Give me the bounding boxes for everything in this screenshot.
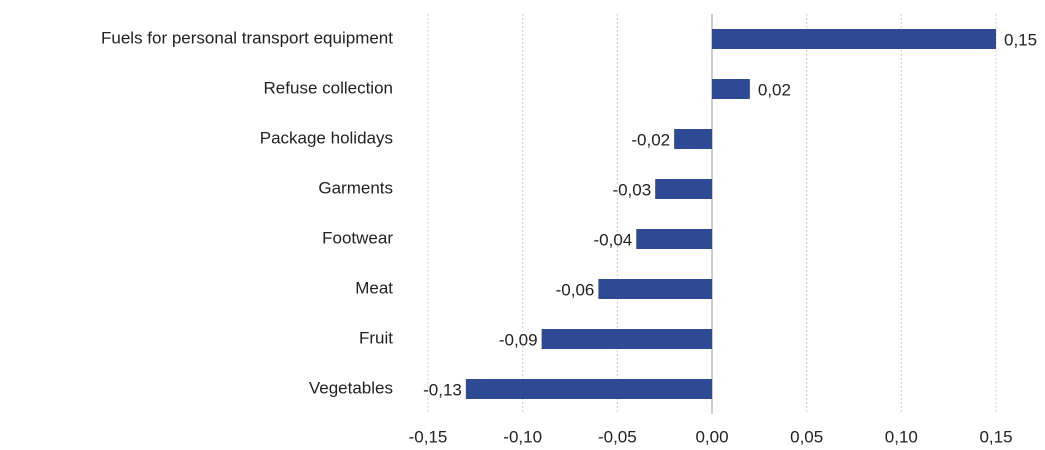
y-tick-label: Refuse collection	[264, 78, 393, 97]
y-tick-label: Package holidays	[260, 128, 393, 147]
y-tick-label: Meat	[355, 278, 393, 297]
value-label: 0,15	[1004, 30, 1037, 49]
value-label: -0,03	[612, 180, 651, 199]
value-label: -0,02	[631, 130, 670, 149]
y-tick-label: Garments	[318, 178, 393, 197]
bar	[674, 129, 712, 149]
y-tick-label: Footwear	[322, 228, 393, 247]
value-label: -0,13	[423, 380, 462, 399]
bar	[465, 379, 712, 399]
bar	[598, 279, 712, 299]
bar	[541, 329, 712, 349]
value-label: -0,04	[594, 230, 633, 249]
bar	[655, 179, 712, 199]
bar	[636, 229, 712, 249]
bar	[712, 79, 750, 99]
x-tick-label: -0,15	[409, 427, 448, 446]
bar	[712, 29, 996, 49]
x-tick-label: 0,15	[979, 427, 1012, 446]
x-tick-label: -0,05	[598, 427, 637, 446]
value-label: -0,06	[556, 280, 595, 299]
x-tick-label: 0,10	[885, 427, 918, 446]
x-tick-label: -0,10	[503, 427, 542, 446]
y-tick-label: Fuels for personal transport equipment	[101, 28, 393, 47]
y-tick-label: Fruit	[359, 328, 393, 347]
value-label: 0,02	[758, 80, 791, 99]
x-tick-label: 0,05	[790, 427, 823, 446]
x-tick-label: 0,00	[695, 427, 728, 446]
value-label: -0,09	[499, 330, 538, 349]
y-tick-label: Vegetables	[309, 378, 393, 397]
